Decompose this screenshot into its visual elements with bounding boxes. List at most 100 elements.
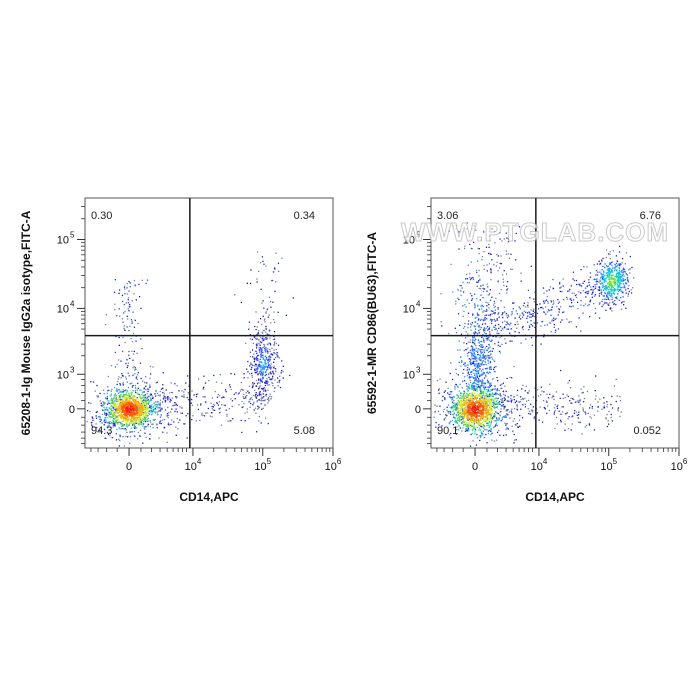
data-point: [474, 340, 476, 342]
data-point: [99, 415, 101, 418]
data-point: [460, 333, 463, 335]
data-point: [134, 407, 136, 409]
data-point: [99, 416, 101, 419]
data-point: [191, 390, 193, 392]
data-point: [552, 395, 554, 397]
data-point: [614, 284, 616, 286]
x-axis-title: CD14,APC: [179, 490, 239, 504]
data-point: [522, 384, 524, 387]
data-point: [616, 276, 619, 278]
data-point: [464, 365, 466, 367]
data-point: [237, 393, 239, 395]
data-point: [478, 275, 480, 277]
data-point: [170, 399, 172, 401]
data-point: [473, 225, 475, 227]
data-point: [481, 383, 483, 386]
data-point: [139, 415, 141, 417]
data-point: [553, 407, 556, 409]
data-point: [120, 360, 122, 362]
data-point: [183, 396, 185, 398]
data-point: [137, 382, 139, 384]
data-point: [140, 404, 142, 406]
data-point: [264, 346, 266, 348]
data-point: [165, 389, 167, 391]
data-point: [114, 405, 116, 407]
data-point: [480, 390, 482, 392]
data-point: [541, 321, 544, 323]
data-point: [462, 417, 464, 419]
quadrant-upper-right-value: 0.34: [294, 210, 315, 222]
data-point: [470, 364, 472, 366]
data-point: [112, 410, 114, 412]
data-point: [263, 263, 265, 265]
data-point: [608, 410, 610, 413]
data-point: [114, 406, 116, 408]
data-point: [144, 426, 146, 428]
data-point: [629, 272, 631, 274]
data-point: [278, 357, 281, 359]
data-point: [113, 403, 116, 405]
data-point: [268, 376, 270, 379]
data-point: [477, 305, 479, 307]
data-point: [132, 399, 134, 402]
data-point: [226, 413, 228, 416]
data-point: [456, 332, 458, 334]
data-point: [566, 296, 568, 299]
data-point: [482, 353, 484, 355]
data-point: [443, 418, 446, 420]
data-point: [120, 403, 122, 405]
data-point: [473, 414, 476, 416]
data-point: [620, 283, 622, 285]
data-point: [497, 393, 500, 396]
data-point: [469, 397, 471, 399]
data-point: [559, 413, 562, 415]
data-point: [575, 411, 577, 413]
data-point: [174, 383, 176, 385]
data-point: [612, 301, 614, 304]
data-point: [119, 434, 121, 436]
data-point: [243, 402, 245, 405]
data-point: [174, 404, 176, 406]
data-point: [262, 260, 264, 262]
data-point: [465, 331, 467, 333]
data-point: [571, 423, 573, 425]
data-point: [608, 294, 610, 296]
data-point: [602, 285, 604, 287]
data-point: [269, 330, 271, 332]
data-point: [253, 382, 255, 385]
data-point: [133, 365, 135, 368]
data-point: [114, 411, 116, 413]
data-point: [148, 410, 150, 412]
data-point: [494, 343, 496, 345]
data-point: [120, 390, 122, 392]
data-point: [122, 402, 124, 404]
data-point: [495, 420, 497, 422]
data-point: [143, 416, 146, 418]
data-point: [454, 327, 456, 329]
data-point: [583, 266, 585, 268]
data-point: [489, 425, 491, 427]
data-point: [461, 422, 463, 424]
data-point: [505, 342, 507, 344]
data-point: [599, 262, 601, 264]
data-point: [128, 395, 131, 397]
data-point: [611, 290, 614, 292]
data-point: [460, 413, 462, 415]
data-point: [471, 349, 474, 351]
data-point: [502, 434, 505, 437]
data-point: [549, 322, 552, 324]
data-point: [140, 403, 143, 406]
data-point: [584, 287, 587, 289]
data-point: [172, 404, 174, 407]
data-point: [136, 392, 138, 394]
data-point: [499, 411, 501, 413]
data-point: [475, 345, 477, 347]
data-point: [91, 416, 93, 418]
data-point: [258, 347, 260, 349]
data-point: [160, 422, 162, 425]
data-point: [519, 308, 521, 310]
data-point: [262, 373, 264, 375]
data-point: [455, 225, 458, 227]
data-point: [109, 413, 111, 415]
data-point: [250, 368, 252, 370]
